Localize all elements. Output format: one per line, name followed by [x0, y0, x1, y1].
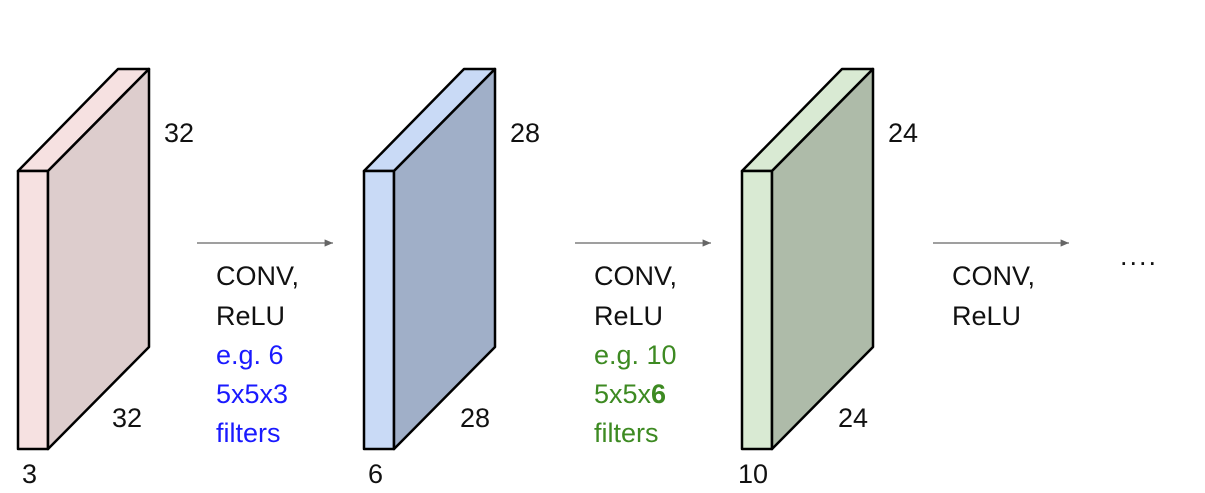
- volume-2-depth-label: 6: [368, 459, 383, 489]
- volume-1: [16, 67, 151, 451]
- stage-2-filter-size-prefix: 5x5x: [594, 379, 652, 409]
- volume-1-front-face: [16, 169, 50, 451]
- stage-1-filters-word: filters: [216, 418, 281, 448]
- volume-2-width-label: 28: [460, 403, 490, 433]
- stage-3-op-line1: CONV,: [952, 261, 1035, 291]
- stage-1-op-line1: CONV,: [216, 261, 299, 291]
- stage-2-filter-size: 5x5x6: [594, 379, 666, 409]
- volume-2-height-label: 28: [510, 118, 540, 148]
- volume-3-height-label: 24: [888, 118, 918, 148]
- stage-1-example: e.g. 6: [216, 340, 284, 370]
- volume-1-width-label: 32: [112, 403, 142, 433]
- stage-2-op-line2: ReLU: [594, 301, 663, 331]
- volume-3-depth-label: 10: [738, 459, 768, 489]
- volume-1-side-face: [46, 67, 151, 451]
- stage-2-op-line1: CONV,: [594, 261, 677, 291]
- volume-1-height-label: 32: [164, 118, 194, 148]
- volume-2-front-face: [362, 169, 396, 451]
- stage-1-op-line2: ReLU: [216, 301, 285, 331]
- volume-3-side-face: [770, 67, 875, 451]
- stage-3-op-line2: ReLU: [952, 301, 1021, 331]
- stage-2-example: e.g. 10: [594, 340, 677, 370]
- continuation-ellipsis: ....: [1120, 241, 1158, 271]
- volume-2-side-face: [392, 67, 497, 451]
- volume-3: [740, 67, 875, 451]
- volume-3-width-label: 24: [838, 403, 868, 433]
- volume-3-front-face: [740, 169, 774, 451]
- volume-2: [362, 67, 497, 451]
- stage-2-filters-word: filters: [594, 418, 659, 448]
- volume-1-depth-label: 3: [22, 459, 37, 489]
- stage-2-filter-size-bold: 6: [651, 379, 666, 409]
- stage-1-filter-size: 5x5x3: [216, 379, 288, 409]
